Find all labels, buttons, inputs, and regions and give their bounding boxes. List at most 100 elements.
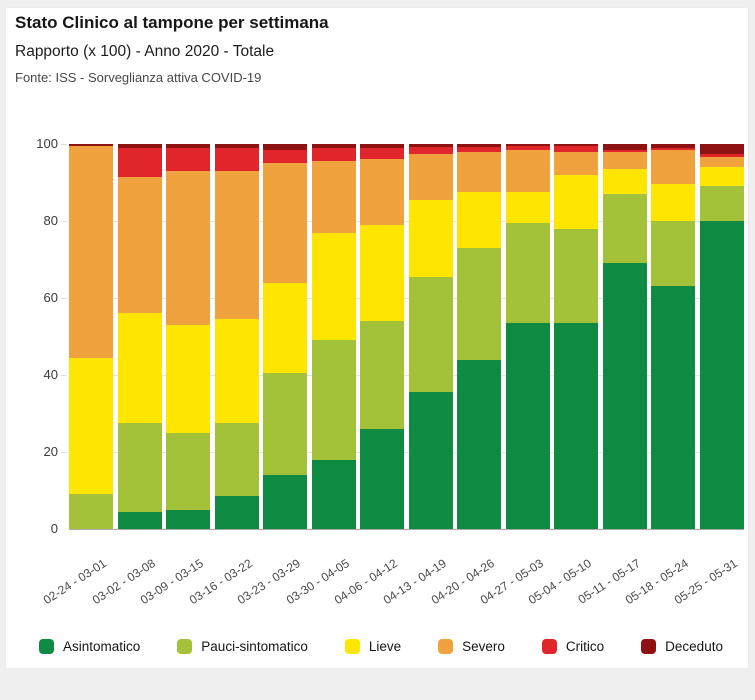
bar-column — [311, 144, 356, 529]
bar-segment-asintomatico[interactable] — [166, 509, 211, 529]
bar-segment-pauci-sintomatico[interactable] — [408, 276, 453, 393]
bar-segment-pauci-sintomatico[interactable] — [214, 423, 259, 497]
legend-label: Deceduto — [665, 639, 723, 654]
bar-segment-critico[interactable] — [602, 149, 647, 152]
bar-segment-deceduto[interactable] — [166, 144, 211, 148]
bar-segment-asintomatico[interactable] — [700, 221, 744, 529]
bar-segment-severo[interactable] — [263, 163, 308, 283]
bar-segment-lieve[interactable] — [311, 232, 356, 341]
bar-segment-lieve[interactable] — [554, 174, 599, 229]
bar-segment-asintomatico[interactable] — [554, 323, 599, 529]
bar-segment-lieve[interactable] — [505, 192, 550, 223]
bar-segment-asintomatico[interactable] — [505, 323, 550, 529]
bar-segment-pauci-sintomatico[interactable] — [263, 373, 308, 476]
bar-segment-lieve[interactable] — [651, 184, 696, 222]
bar-segment-asintomatico[interactable] — [311, 459, 356, 529]
y-axis-tick — [61, 221, 67, 222]
bar-segment-asintomatico[interactable] — [602, 263, 647, 529]
bar-segment-severo[interactable] — [360, 159, 405, 225]
bar-segment-pauci-sintomatico[interactable] — [166, 432, 211, 510]
bar-segment-severo[interactable] — [408, 154, 453, 200]
bar-segment-critico[interactable] — [214, 147, 259, 171]
bar-segment-lieve[interactable] — [408, 199, 453, 277]
bar-column — [263, 144, 308, 529]
bar-segment-severo[interactable] — [554, 151, 599, 175]
bar-segment-deceduto[interactable] — [651, 144, 696, 148]
bar-segment-pauci-sintomatico[interactable] — [700, 186, 744, 221]
bar-segment-lieve[interactable] — [457, 192, 502, 248]
bar-segment-lieve[interactable] — [360, 224, 405, 322]
bar-segment-pauci-sintomatico[interactable] — [360, 321, 405, 429]
bar-segment-deceduto[interactable] — [408, 144, 453, 147]
bar-segment-asintomatico[interactable] — [651, 286, 696, 529]
bar-segment-asintomatico[interactable] — [117, 511, 162, 529]
bar-segment-severo[interactable] — [700, 157, 744, 168]
bar-segment-deceduto[interactable] — [214, 144, 259, 148]
bar-segment-pauci-sintomatico[interactable] — [69, 494, 113, 529]
bar-segment-critico[interactable] — [700, 153, 744, 158]
bar-segment-severo[interactable] — [166, 170, 211, 325]
bar-segment-critico[interactable] — [311, 147, 356, 162]
bar-segment-deceduto[interactable] — [360, 144, 405, 148]
bar-segment-deceduto[interactable] — [554, 144, 599, 146]
bar-segment-pauci-sintomatico[interactable] — [651, 221, 696, 287]
bar-segment-asintomatico[interactable] — [457, 359, 502, 529]
bar-segment-severo[interactable] — [117, 176, 162, 314]
bar-segment-severo[interactable] — [457, 151, 502, 193]
y-axis-tick-label: 20 — [43, 444, 58, 459]
bar-segment-pauci-sintomatico[interactable] — [117, 423, 162, 512]
bar-segment-deceduto[interactable] — [69, 144, 113, 146]
legend-item: Pauci-sintomatico — [177, 639, 308, 654]
bar-column — [602, 144, 647, 529]
bar-segment-severo[interactable] — [602, 151, 647, 170]
bar-segment-pauci-sintomatico[interactable] — [505, 222, 550, 324]
bar-segment-critico[interactable] — [505, 145, 550, 150]
bar-segment-asintomatico[interactable] — [408, 392, 453, 529]
bar-segment-asintomatico[interactable] — [263, 475, 308, 529]
legend-item: Critico — [541, 639, 604, 654]
bar-segment-severo[interactable] — [651, 149, 696, 185]
bar-segment-lieve[interactable] — [263, 282, 308, 374]
bar-segment-critico[interactable] — [457, 146, 502, 152]
bar-segment-critico[interactable] — [651, 147, 696, 150]
bar-segment-deceduto[interactable] — [117, 144, 162, 148]
bar-segment-lieve[interactable] — [166, 324, 211, 433]
bar-segment-pauci-sintomatico[interactable] — [311, 340, 356, 460]
bar-segment-critico[interactable] — [360, 147, 405, 160]
bar-segment-deceduto[interactable] — [311, 144, 356, 148]
bar-segment-lieve[interactable] — [69, 357, 113, 495]
bar-segment-asintomatico[interactable] — [360, 428, 405, 529]
bar-segment-deceduto[interactable] — [263, 144, 308, 150]
bar-segment-lieve[interactable] — [700, 167, 744, 187]
bar-segment-severo[interactable] — [69, 145, 113, 358]
bar-segment-asintomatico[interactable] — [214, 496, 259, 529]
y-axis-tick-label: 60 — [43, 290, 58, 305]
bar-segment-deceduto[interactable] — [457, 144, 502, 147]
y-axis-tick-label: 40 — [43, 367, 58, 382]
bar-segment-critico[interactable] — [408, 146, 453, 155]
bar-segment-severo[interactable] — [311, 161, 356, 233]
y-axis-tick-label: 0 — [50, 521, 58, 536]
bar-segment-critico[interactable] — [117, 147, 162, 177]
bar-segment-lieve[interactable] — [117, 313, 162, 424]
bar-segment-deceduto[interactable] — [602, 144, 647, 150]
bar-segment-lieve[interactable] — [602, 169, 647, 195]
bar-segment-deceduto[interactable] — [505, 144, 550, 146]
bar-column — [360, 144, 405, 529]
bar-segment-pauci-sintomatico[interactable] — [457, 247, 502, 360]
page-title: Stato Clinico al tampone per settimana — [15, 13, 329, 32]
bar-segment-pauci-sintomatico[interactable] — [602, 194, 647, 264]
bar-column — [700, 144, 744, 529]
bar-segment-critico[interactable] — [263, 149, 308, 164]
legend-item: Lieve — [344, 639, 401, 654]
bar-segment-severo[interactable] — [505, 149, 550, 193]
bar-segment-pauci-sintomatico[interactable] — [554, 228, 599, 324]
chart-card: Stato Clinico al tampone per settimana R… — [5, 7, 749, 669]
bar-segment-severo[interactable] — [214, 170, 259, 320]
bar-segment-critico[interactable] — [554, 145, 599, 152]
bar-segment-lieve[interactable] — [214, 319, 259, 424]
bar-segment-critico[interactable] — [166, 147, 211, 171]
legend-swatch-asintomatico — [39, 639, 54, 654]
legend-swatch-pauci-sintomatico — [177, 639, 193, 654]
bar-segment-deceduto[interactable] — [700, 144, 744, 154]
